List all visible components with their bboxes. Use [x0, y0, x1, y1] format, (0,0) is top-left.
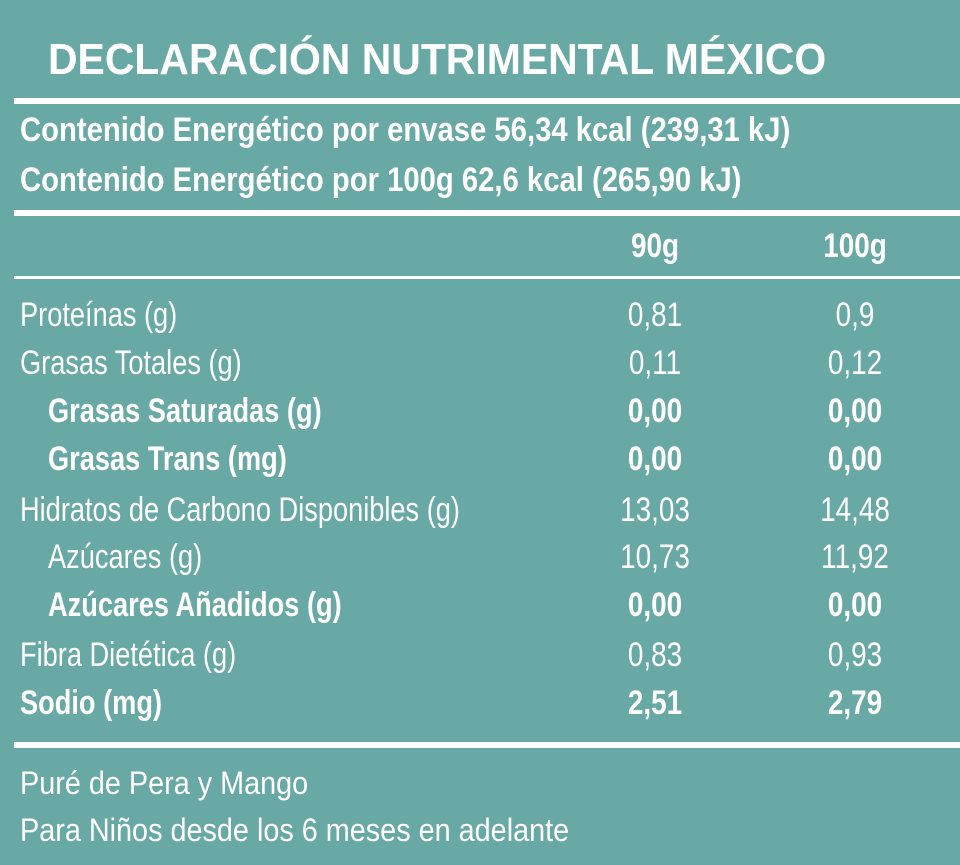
column-header: 100g — [823, 227, 887, 265]
value-90g: 10,73 — [620, 538, 690, 576]
row-label: Grasas Trans (mg) — [48, 440, 287, 478]
value-90g: 13,03 — [620, 491, 690, 529]
rule — [14, 276, 960, 279]
value-100g: 0,93 — [827, 636, 883, 674]
title: DECLARACIÓN NUTRIMENTAL MÉXICO — [48, 35, 827, 84]
row-label: Grasas Saturadas (g) — [48, 392, 322, 430]
energy-line: Contenido Energético por 100g 62,6 kcal … — [20, 161, 742, 199]
value-100g: 2,79 — [827, 684, 883, 722]
row-label: Sodio (mg) — [20, 684, 163, 722]
value-100g: 0,9 — [835, 296, 875, 334]
value-100g: 0,12 — [827, 344, 883, 382]
row-label: Azúcares Añadidos (g) — [48, 586, 342, 624]
rule — [14, 742, 960, 748]
value-100g: 0,00 — [827, 586, 883, 624]
value-90g: 0,83 — [627, 636, 683, 674]
row-label: Fibra Dietética (g) — [20, 636, 237, 674]
footer-line: Puré de Pera y Mango — [20, 765, 309, 801]
rule — [14, 98, 960, 104]
value-90g: 2,51 — [627, 684, 683, 722]
row-label: Grasas Totales (g) — [20, 344, 242, 382]
row-label: Azúcares (g) — [48, 538, 203, 576]
value-100g: 14,48 — [820, 491, 890, 529]
row-label: Hidratos de Carbono Disponibles (g) — [20, 491, 460, 529]
value-90g: 0,11 — [628, 344, 682, 382]
value-90g: 0,00 — [627, 586, 683, 624]
rule — [14, 210, 960, 216]
column-header: 90g — [630, 227, 680, 265]
value-100g: 0,00 — [827, 440, 883, 478]
energy-line: Contenido Energético por envase 56,34 kc… — [20, 111, 791, 149]
value-100g: 11,92 — [821, 538, 889, 576]
footer-line: Para Niños desde los 6 meses en adelante — [20, 812, 570, 848]
value-90g: 0,00 — [627, 392, 683, 430]
row-label: Proteínas (g) — [20, 296, 178, 334]
value-90g: 0,81 — [627, 296, 683, 334]
value-100g: 0,00 — [827, 392, 883, 430]
value-90g: 0,00 — [627, 440, 683, 478]
